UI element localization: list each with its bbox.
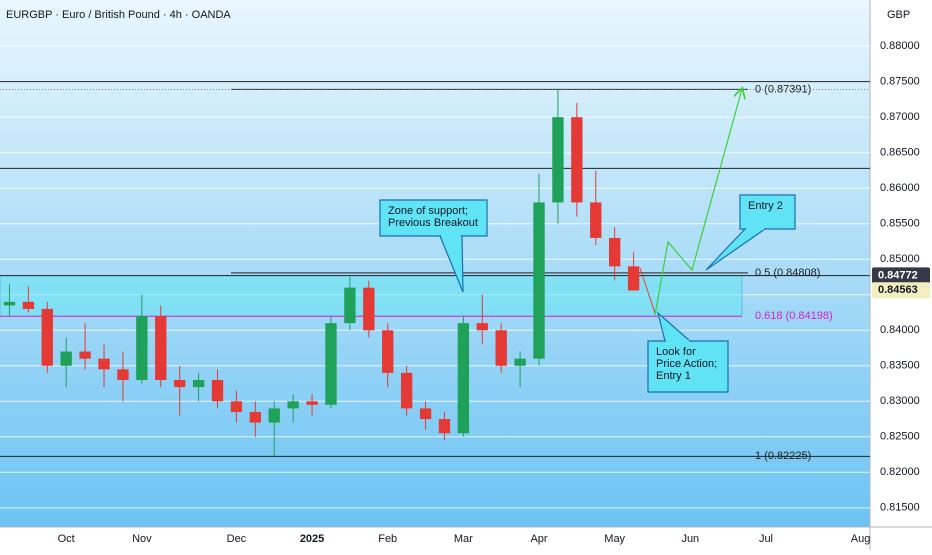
candle-body — [268, 408, 280, 423]
callout-text: Entry 1 — [656, 370, 691, 382]
candle-body — [552, 117, 564, 203]
candle-body — [136, 316, 148, 380]
x-tick-label: Apr — [530, 533, 547, 545]
y-tick-label: 0.82000 — [880, 466, 920, 478]
callout-text: Entry 2 — [748, 200, 783, 212]
candle-body — [571, 117, 583, 203]
candle-body — [230, 401, 243, 412]
candle-body — [344, 287, 356, 324]
price-label: 0.84563 — [878, 284, 918, 296]
candle-body — [476, 323, 488, 331]
candle-body — [98, 358, 110, 370]
candle-body — [419, 408, 432, 420]
candle-body — [287, 401, 299, 409]
chart-title: EURGBP · Euro / British Pound · 4h · OAN… — [6, 9, 231, 21]
candle-body — [117, 369, 129, 380]
time-axis — [0, 527, 870, 550]
candle-body — [174, 379, 186, 388]
y-tick-label: 0.87000 — [880, 111, 920, 123]
y-tick-label: 0.87500 — [880, 76, 920, 88]
y-tick-label: 0.83000 — [880, 395, 920, 407]
projection-green — [654, 89, 742, 316]
candle-body — [325, 323, 337, 405]
callout-text: Zone of support; — [388, 205, 468, 217]
candle-body — [514, 358, 526, 366]
x-tick-label: Jul — [759, 533, 773, 545]
x-tick-label: Jun — [681, 533, 699, 545]
y-tick-label: 0.85500 — [880, 218, 920, 230]
x-tick-label: Aug — [851, 533, 871, 545]
y-tick-label: 0.86000 — [880, 182, 920, 194]
candle-body — [533, 202, 545, 359]
candle-body — [495, 330, 507, 366]
candle-body — [590, 202, 602, 238]
x-tick-label: Oct — [58, 533, 75, 545]
x-tick-label: Nov — [132, 533, 152, 545]
candle-body — [211, 379, 224, 402]
callout-box — [647, 340, 729, 393]
y-tick-label: 0.82500 — [880, 431, 920, 443]
y-tick-label: 0.84000 — [880, 324, 920, 336]
candle-body — [41, 308, 53, 366]
candle-body — [306, 401, 318, 405]
price-label-box — [872, 282, 930, 299]
fib-label: 1 (0.82225) — [755, 450, 811, 462]
callout-text: Look for — [656, 346, 696, 358]
candle-body — [3, 301, 16, 306]
fib-label: 0.5 (0.84808) — [755, 267, 820, 279]
candle-body — [155, 316, 167, 380]
x-tick-label: 2025 — [300, 533, 324, 545]
candle-body — [60, 351, 72, 366]
y-tick-label: 0.85000 — [880, 253, 920, 265]
y-tick-label: 0.81500 — [880, 502, 920, 514]
price-label-box — [872, 267, 930, 284]
candle-body — [22, 301, 35, 309]
candle-body — [400, 372, 413, 409]
x-tick-label: Dec — [227, 533, 247, 545]
callout-text: Previous Breakout — [388, 217, 478, 229]
y-tick-label: 0.83500 — [880, 360, 920, 372]
callout-box — [379, 199, 488, 237]
candle-body — [382, 330, 394, 373]
candle-body — [438, 419, 451, 434]
candle-body — [192, 379, 205, 388]
candle-body — [609, 237, 621, 267]
candle-body — [627, 266, 640, 291]
candle-body — [79, 351, 91, 359]
projection-red — [639, 267, 656, 314]
x-tick-label: May — [604, 533, 625, 545]
callout-box — [739, 194, 796, 230]
y-tick-label: 0.88000 — [880, 40, 920, 52]
y-tick-label: 0.86500 — [880, 147, 920, 159]
plot-background — [0, 0, 870, 527]
candle-body — [363, 287, 375, 331]
x-tick-label: Feb — [378, 533, 397, 545]
callout-text: Price Action; — [656, 358, 717, 370]
price-label: 0.84772 — [878, 269, 918, 281]
currency: GBP — [887, 9, 910, 21]
fib-label: 0.618 (0.84198) — [755, 310, 833, 322]
candle-body — [457, 323, 470, 434]
x-tick-label: Mar — [454, 533, 473, 545]
candle-body — [249, 411, 261, 423]
